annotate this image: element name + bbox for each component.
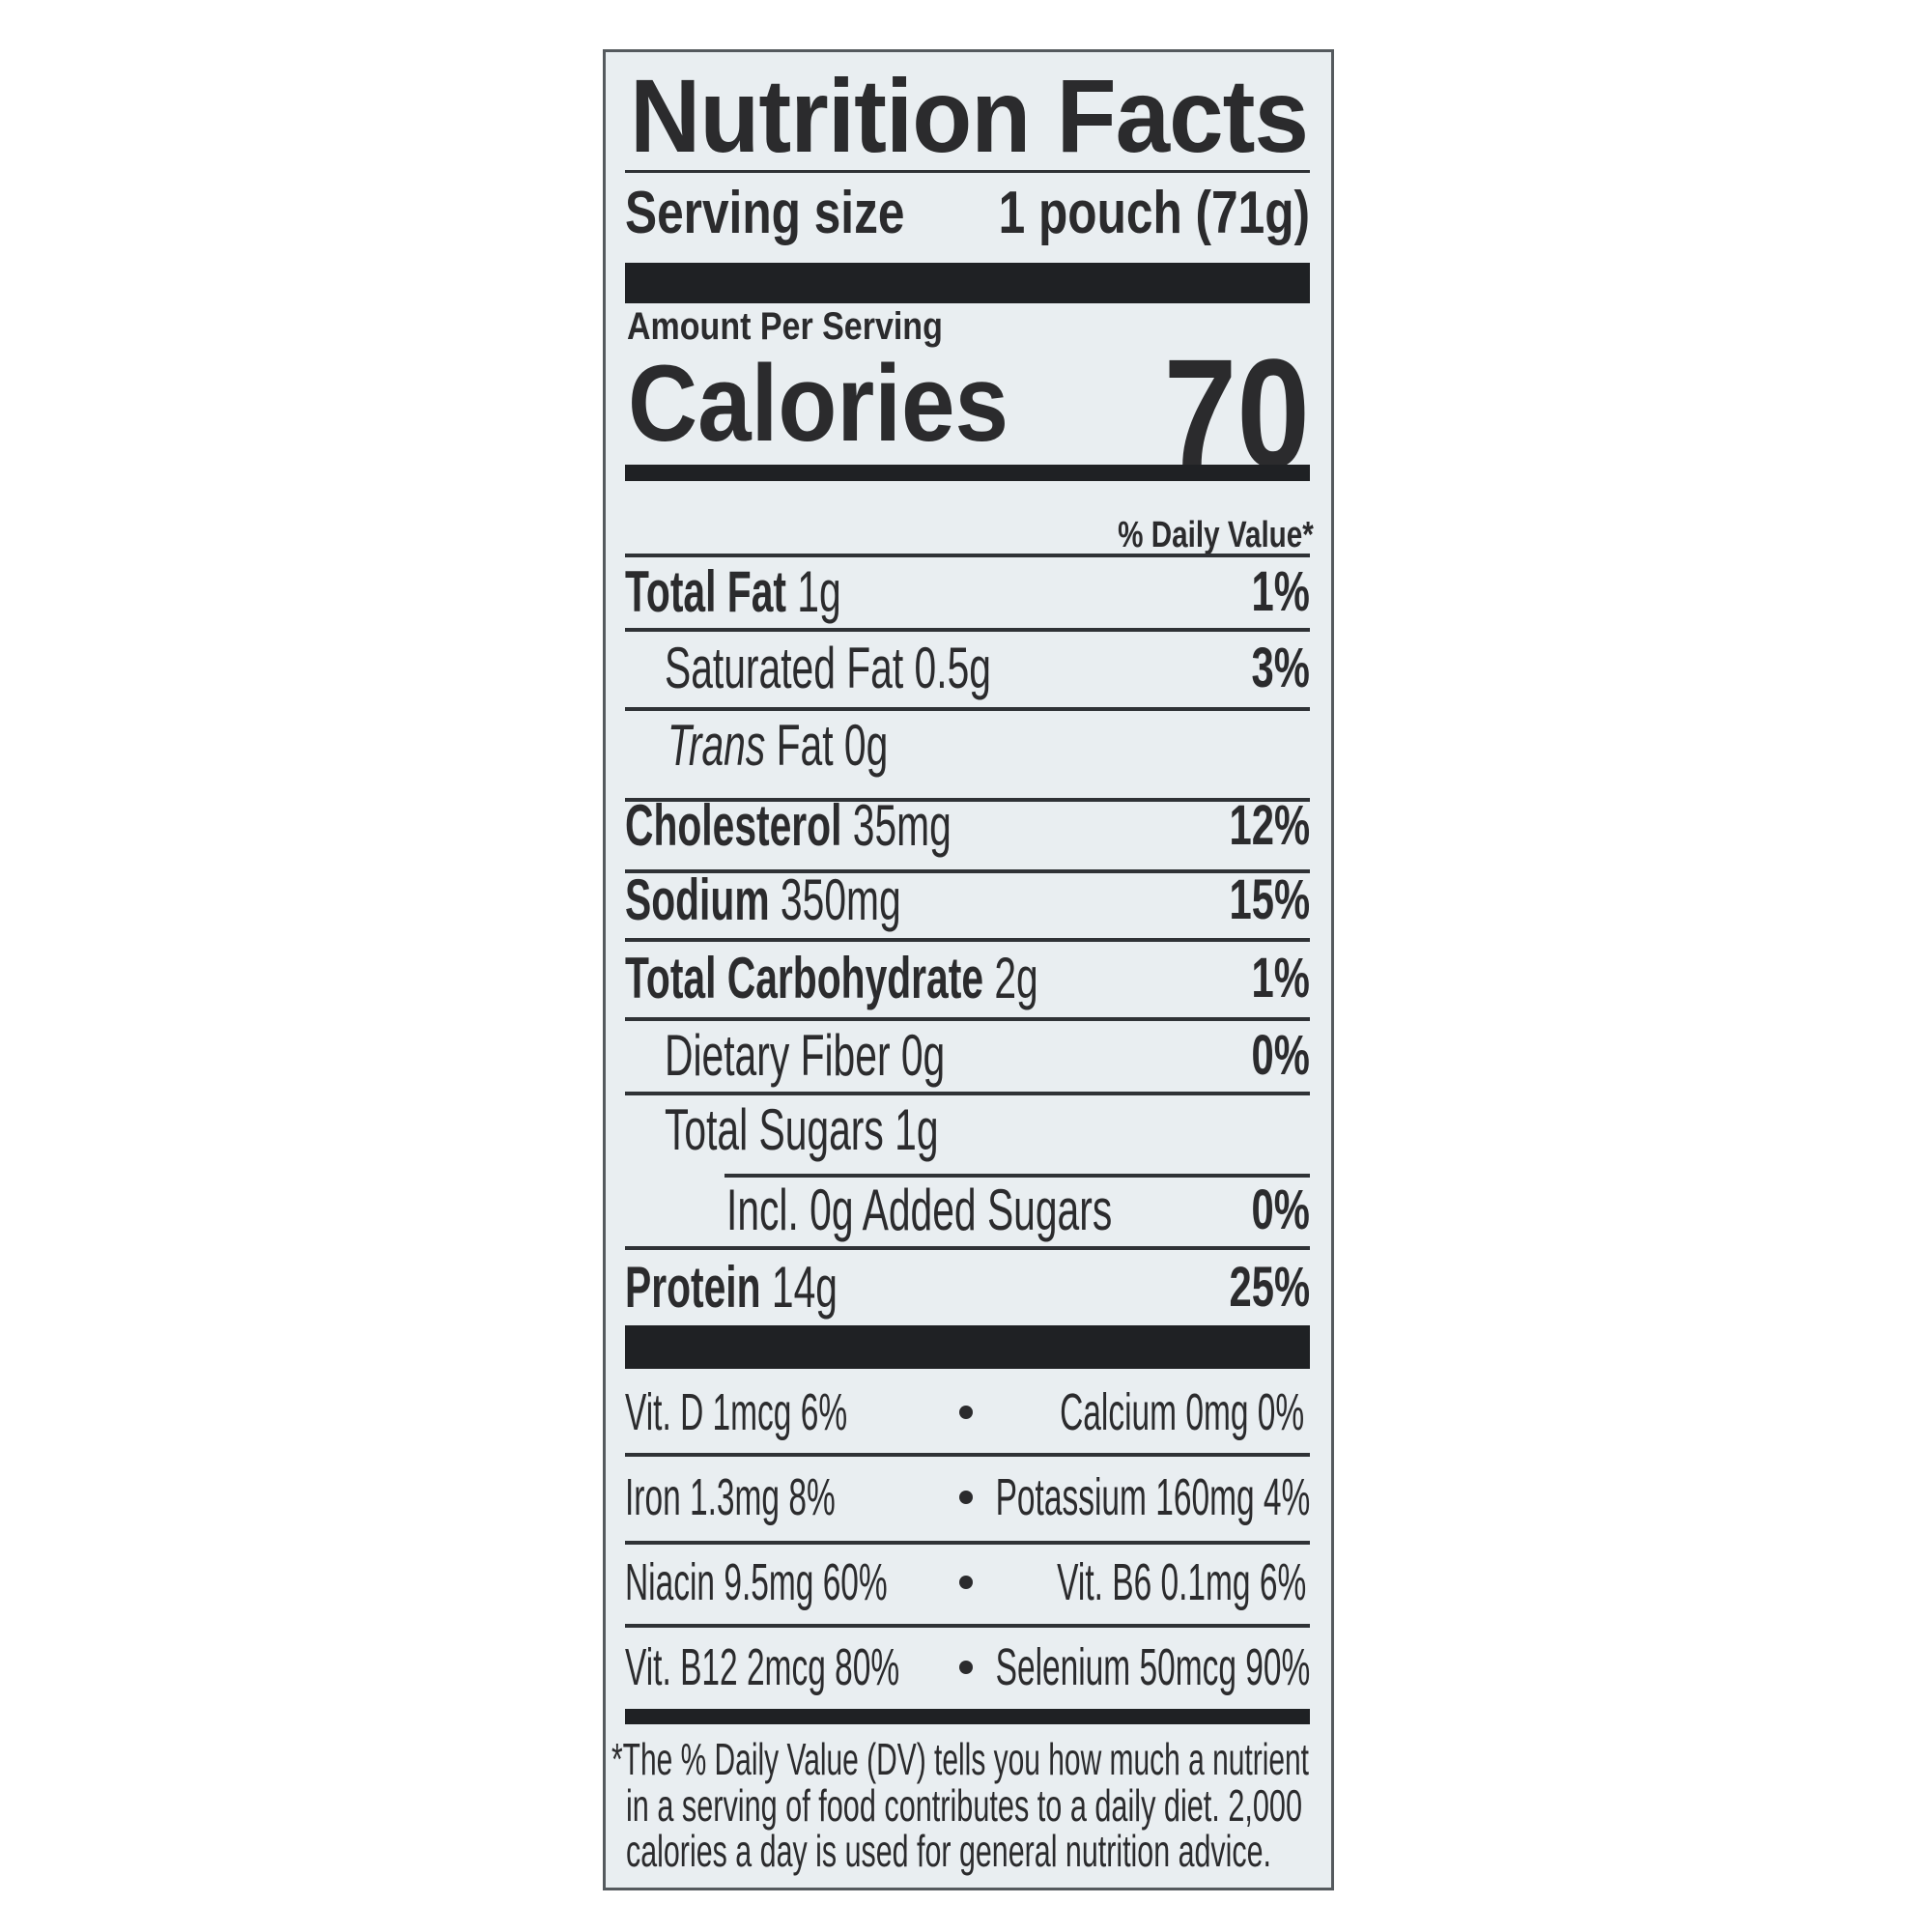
- nutrient-dv: 25%: [1229, 1256, 1310, 1319]
- nutrient-dv: 0%: [1251, 1024, 1310, 1087]
- vitamin-right: Potassium 160mg 4%: [995, 1468, 1310, 1526]
- footnote-line: in a serving of food contributes to a da…: [626, 1780, 1302, 1831]
- nutrient-name-amount: Trans Fat 0g: [668, 717, 888, 775]
- divider: [625, 869, 1310, 873]
- divider: [625, 798, 1310, 802]
- footnote-line: calories a day is used for general nutri…: [626, 1826, 1271, 1876]
- bullet-icon: [959, 1491, 973, 1504]
- vitamin-right: Vit. B6 0.1mg 6%: [1056, 1553, 1306, 1611]
- nutrient-name: Protein: [625, 1255, 761, 1320]
- daily-value-header: % Daily Value*: [1118, 515, 1314, 555]
- divider: [724, 1174, 1310, 1178]
- nutrient-dv: 15%: [1229, 868, 1310, 931]
- nutrient-name-amount: Protein 14g: [625, 1259, 838, 1317]
- vitamin-right: Selenium 50mcg 90%: [995, 1638, 1310, 1696]
- nutrient-name: Trans: [668, 713, 766, 778]
- serving-size-label: Serving size: [625, 180, 905, 246]
- nutrient-name-amount: Cholesterol 35mg: [625, 797, 952, 855]
- nutrient-name: Sodium: [625, 867, 770, 932]
- nutrient-amount: 2g: [994, 946, 1038, 1010]
- nutrient-amount: 350mg: [780, 867, 901, 932]
- vitamin-left: Vit. D 1mcg 6%: [625, 1383, 848, 1441]
- nutrient-name: Total Carbohydrate: [625, 946, 984, 1010]
- bullet-icon: [959, 1576, 973, 1589]
- divider: [625, 554, 1310, 557]
- divider: [625, 938, 1310, 942]
- nutrient-amount: 14g: [771, 1255, 838, 1320]
- divider: [625, 1092, 1310, 1095]
- nutrient-amount: 0g: [900, 1023, 946, 1088]
- medium-divider: [625, 465, 1310, 481]
- vitamin-right: Calcium 0mg 0%: [1059, 1383, 1304, 1441]
- nutrient-name: Dietary Fiber: [665, 1023, 891, 1088]
- nutrient-amount: 1g: [895, 1097, 939, 1162]
- thick-divider: [625, 1325, 1310, 1369]
- nutrient-name-amount: Total Fat 1g: [625, 563, 841, 621]
- nutrient-name: Total Fat: [625, 559, 786, 624]
- medium-divider: [625, 1709, 1310, 1724]
- thick-divider: [625, 263, 1310, 303]
- vitamin-left: Iron 1.3mg 8%: [625, 1468, 836, 1526]
- nutrient-amount: 35mg: [852, 793, 952, 858]
- footnote-line: *The % Daily Value (DV) tells you how mu…: [611, 1734, 1309, 1784]
- nutrient-name-amount: Total Carbohydrate 2g: [625, 950, 1038, 1008]
- nutrient-dv: 1%: [1251, 560, 1310, 623]
- divider: [625, 170, 1310, 173]
- nutrient-dv: 1%: [1251, 947, 1310, 1009]
- nutrient-dv: 3%: [1251, 637, 1310, 699]
- calories-value: 70: [1163, 327, 1310, 499]
- calories-label: Calories: [628, 343, 1009, 464]
- nutrient-name: Saturated Fat: [665, 636, 904, 700]
- vitamin-left: Niacin 9.5mg 60%: [625, 1553, 888, 1611]
- vitamin-left: Vit. B12 2mcg 80%: [625, 1638, 900, 1696]
- nutrient-name: Total Sugars: [665, 1097, 884, 1162]
- nutrient-amount: Fat 0g: [776, 713, 889, 778]
- nutrient-amount: 0.5g: [914, 636, 991, 700]
- serving-size-value: 1 pouch (71g): [998, 180, 1310, 246]
- nutrient-name-amount: Total Sugars 1g: [665, 1101, 939, 1159]
- nutrient-name-amount: Saturated Fat 0.5g: [665, 639, 991, 697]
- nutrient-name: Cholesterol: [625, 793, 842, 858]
- divider: [625, 628, 1310, 632]
- nutrient-dv: 0%: [1251, 1179, 1310, 1241]
- nutrient-name: Incl. 0g Added Sugars: [726, 1178, 1113, 1242]
- label-title: Nutrition Facts: [630, 57, 1309, 174]
- nutrient-amount: 1g: [797, 559, 841, 624]
- bullet-icon: [959, 1661, 973, 1674]
- divider: [625, 1017, 1310, 1021]
- nutrient-dv: 12%: [1229, 794, 1310, 857]
- nutrient-name-amount: Dietary Fiber 0g: [665, 1027, 945, 1085]
- bullet-icon: [959, 1406, 973, 1419]
- nutrient-name-amount: Sodium 350mg: [625, 871, 901, 929]
- divider: [625, 707, 1310, 711]
- amount-per-serving: Amount Per Serving: [627, 305, 943, 348]
- divider: [625, 1246, 1310, 1250]
- nutrient-name-amount: Incl. 0g Added Sugars: [726, 1181, 1112, 1239]
- divider: [625, 1541, 1310, 1545]
- divider: [625, 1453, 1310, 1457]
- divider: [625, 1624, 1310, 1628]
